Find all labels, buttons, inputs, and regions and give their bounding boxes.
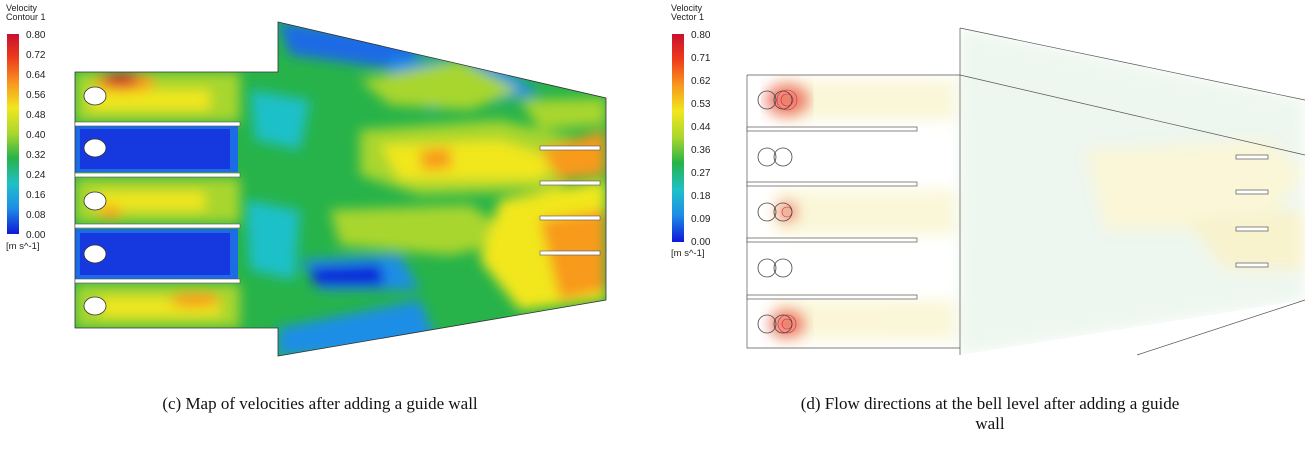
guide-wall-slat [1235,189,1269,195]
vector-domain-outline [959,27,1306,101]
vector-panel: Velocity Vector 1 0.80 0.71 0.62 0.53 0.… [665,0,1313,370]
legend-tick: 0.40 [26,130,46,141]
legend-tick: 0.24 [26,170,46,181]
contour-legend-title: Velocity Contour 1 [6,4,66,22]
pump-bell [83,296,107,316]
contour-domain-outline [74,21,607,357]
guide-wall-slat [539,180,601,186]
pump-bell [773,202,793,222]
guide-wall-slat [1235,262,1269,268]
guide-wall-slat [539,250,601,256]
legend-title-line2: Vector 1 [671,12,705,22]
pump-bell [757,202,777,222]
legend-tick: 0.62 [691,76,711,87]
pump-bell [83,191,107,211]
legend-tick: 0.08 [26,210,46,221]
vector-color-scale [672,34,684,242]
vector-domain-outline [1136,299,1306,356]
figure-caption-c: (c) Map of velocities after adding a gui… [162,394,478,413]
partition-wall [74,223,241,229]
contour-panel: Velocity Contour 1 0.80 0.72 0.64 0.56 0… [0,0,640,370]
guide-wall-slat [539,145,601,151]
velocity-vector-map [746,27,1306,356]
legend-tick: 0.44 [691,122,711,133]
legend-unit: [m s^-1] [671,248,705,259]
pump-bell [83,86,107,106]
pump-bell [757,258,777,278]
contour-color-scale [7,34,19,234]
pump-bell [757,90,777,110]
legend-title-line1: Velocity [6,3,38,13]
pump-bell [773,90,793,110]
legend-tick: 0.71 [691,53,711,64]
legend-tick: 0.80 [691,30,711,41]
vector-domain-outline [959,74,1306,156]
pump-bell [773,147,793,167]
legend-tick: 0.09 [691,214,711,225]
legend-tick: 0.16 [26,190,46,201]
pump-bell [757,314,777,334]
legend-tick: 0.56 [26,90,46,101]
partition-wall [746,126,918,132]
vector-domain-outline [746,75,960,349]
legend-tick: 0.32 [26,150,46,161]
caption-d-line1: (d) Flow directions at the bell level af… [800,394,1180,413]
guide-wall-slat [1235,154,1269,160]
legend-tick: 0.72 [26,50,46,61]
legend-tick: 0.53 [691,99,711,110]
pump-bell [83,138,107,158]
guide-wall-slat [539,215,601,221]
legend-tick: 0.64 [26,70,46,81]
vector-field [747,28,1305,355]
guide-wall-slat [1235,226,1269,232]
legend-tick: 0.27 [691,168,711,179]
partition-wall [746,181,918,187]
legend-tick: 0.00 [691,237,711,248]
pump-bells [83,86,107,316]
vector-legend-title: Velocity Vector 1 [671,4,731,22]
pump-bell [773,314,793,334]
legend-tick: 0.18 [691,191,711,202]
legend-tick: 0.80 [26,30,46,41]
partition-wall [74,172,241,178]
pump-bell [757,147,777,167]
pump-bells [757,90,793,334]
legend-tick: 0.36 [691,145,711,156]
legend-tick: 0.00 [26,230,46,241]
figure-caption-d: (d) Flow directions at the bell level af… [690,394,1290,434]
pump-bell [83,244,107,264]
partition-wall [74,121,241,127]
legend-unit: [m s^-1] [6,241,40,252]
legend-title-line1: Velocity [671,3,703,13]
velocity-contour-map [74,21,607,357]
contour-field [75,22,606,356]
legend-title-line2: Contour 1 [6,12,46,22]
legend-tick: 0.48 [26,110,46,121]
pump-bell [773,258,793,278]
partition-wall [746,237,918,243]
partition-wall [746,294,918,300]
caption-d-line2: wall [975,414,1005,433]
partition-wall [74,278,241,284]
